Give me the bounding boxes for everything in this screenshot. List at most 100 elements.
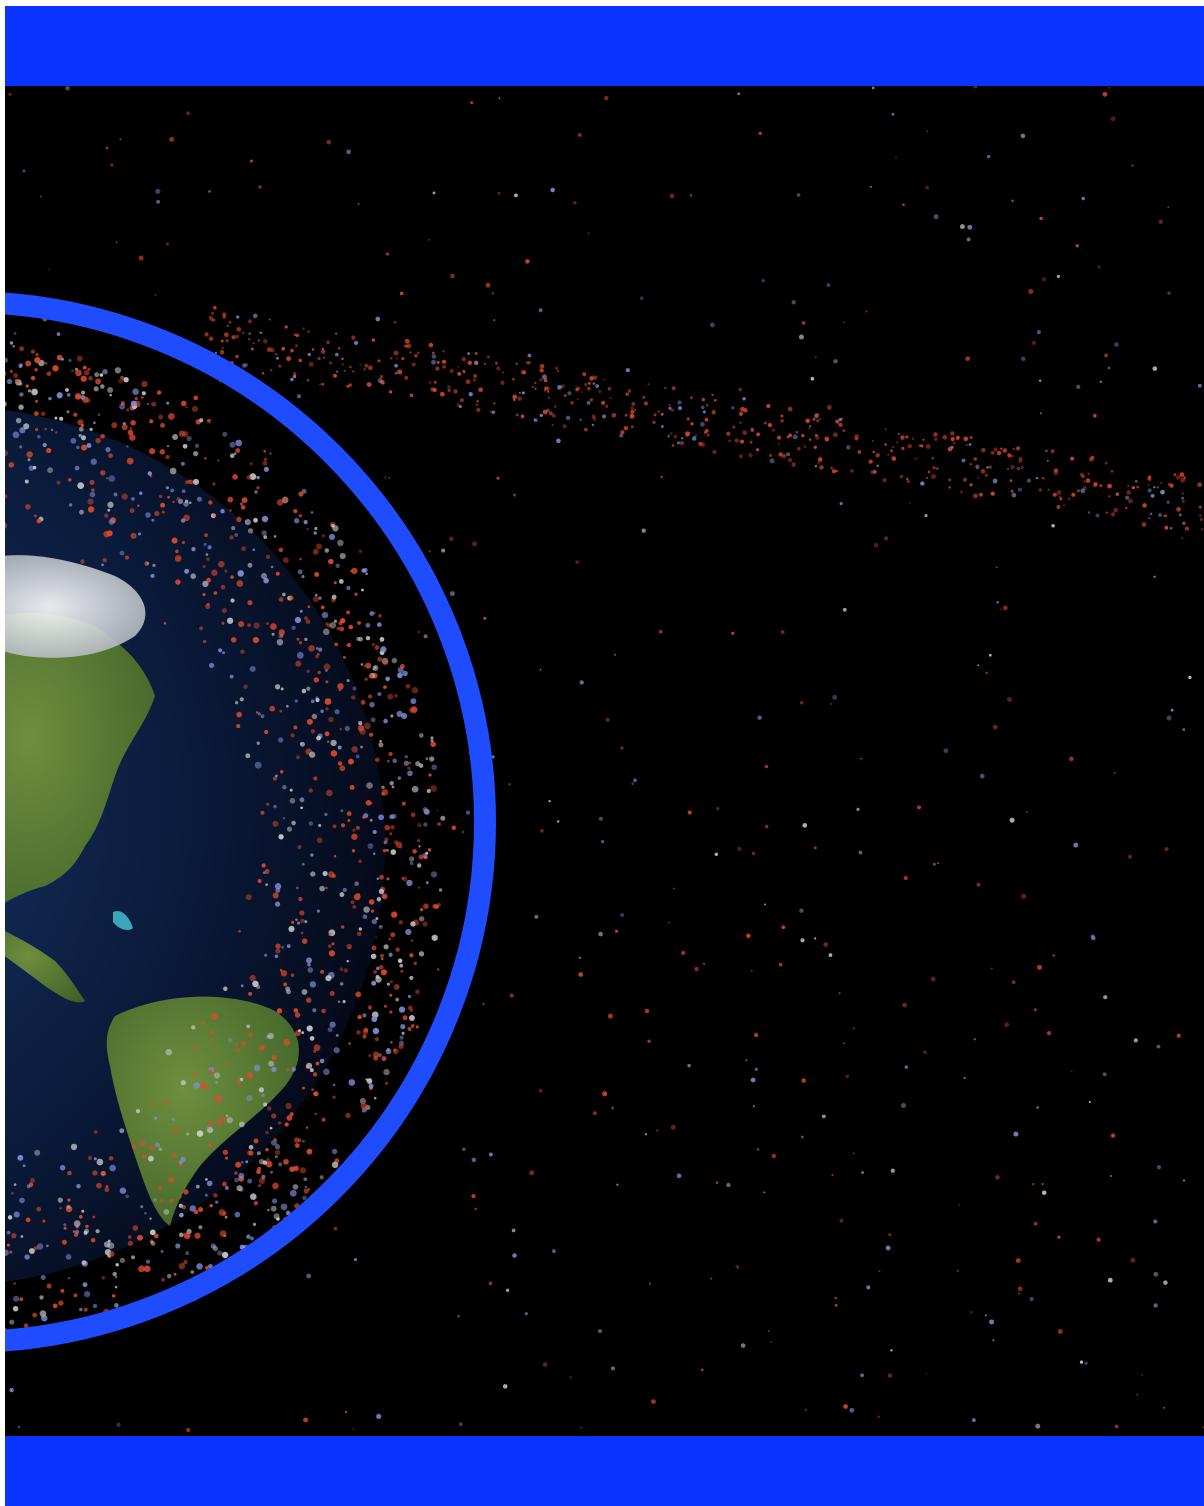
- debris-dot: [348, 624, 354, 630]
- debris-dot: [73, 412, 78, 417]
- debris-dot: [153, 1198, 157, 1202]
- belt-dot: [817, 457, 823, 462]
- debris-dot: [351, 746, 358, 753]
- debris-dot: [330, 750, 338, 757]
- star-dot: [838, 992, 841, 995]
- debris-dot: [111, 422, 118, 429]
- debris-dot: [320, 969, 325, 974]
- star-dot: [967, 224, 973, 230]
- belt-dot: [726, 431, 731, 436]
- belt-dot: [544, 386, 549, 391]
- belt-dot: [329, 361, 333, 365]
- debris-dot: [221, 651, 226, 655]
- belt-dot: [319, 383, 322, 386]
- debris-dot: [302, 1195, 307, 1201]
- debris-dot: [426, 881, 429, 884]
- debris-dot: [236, 724, 241, 729]
- belt-dot: [1197, 482, 1203, 488]
- debris-dot: [183, 1232, 190, 1239]
- debris-dot: [400, 969, 404, 973]
- debris-dot: [315, 647, 319, 650]
- belt-dot: [705, 404, 709, 407]
- belt-dot: [548, 411, 553, 416]
- debris-dot: [159, 494, 163, 499]
- debris-dot: [169, 467, 177, 475]
- belt-dot: [575, 388, 579, 392]
- debris-dot: [138, 1265, 145, 1273]
- star-dot: [22, 169, 26, 173]
- debris-dot: [190, 1270, 195, 1274]
- debris-dot: [353, 893, 361, 901]
- debris-dot: [119, 550, 125, 556]
- belt-dot: [467, 360, 473, 366]
- debris-dot: [307, 963, 311, 967]
- debris-dot: [362, 1013, 367, 1018]
- debris-dot: [181, 400, 187, 407]
- debris-dot: [76, 1183, 81, 1189]
- belt-dot: [835, 419, 840, 424]
- belt-dot: [495, 361, 498, 365]
- debris-dot: [364, 722, 371, 730]
- debris-dot: [408, 761, 412, 765]
- star-dot: [620, 913, 625, 918]
- debris-dot: [260, 810, 265, 815]
- star-dot: [925, 1372, 928, 1375]
- debris-dot: [329, 622, 337, 629]
- debris-dot: [210, 1030, 214, 1034]
- belt-dot: [1063, 504, 1065, 507]
- debris-dot: [233, 452, 237, 456]
- debris-dot: [331, 594, 337, 600]
- star-dot: [651, 1399, 656, 1404]
- debris-dot: [346, 960, 349, 963]
- star-dot: [513, 493, 517, 497]
- belt-dot: [680, 436, 684, 440]
- debris-dot: [184, 499, 189, 504]
- debris-dot: [181, 540, 186, 545]
- belt-dot: [899, 474, 904, 479]
- debris-dot: [19, 1197, 25, 1204]
- debris-dot: [57, 1197, 63, 1203]
- belt-dot: [461, 357, 466, 362]
- debris-dot: [83, 1307, 88, 1312]
- star-dot: [587, 232, 590, 235]
- star-dot: [750, 1077, 756, 1083]
- debris-dot: [389, 980, 393, 984]
- star-dot: [1081, 196, 1085, 201]
- star-dot: [1031, 340, 1036, 345]
- debris-dot: [377, 691, 382, 697]
- debris-dot: [178, 430, 186, 437]
- belt-dot: [1181, 499, 1185, 503]
- debris-dot: [234, 1177, 240, 1183]
- belt-dot: [326, 340, 330, 345]
- belt-dot: [211, 318, 216, 322]
- star-dot: [1056, 274, 1061, 279]
- debris-dot: [263, 457, 268, 461]
- star-dot: [383, 944, 389, 950]
- star-dot: [1128, 854, 1132, 859]
- star-dot: [804, 1408, 808, 1411]
- debris-dot: [180, 1156, 186, 1162]
- debris-dot: [278, 547, 284, 553]
- debris-dot: [332, 824, 337, 829]
- debris-dot: [220, 584, 226, 590]
- debris-dot: [318, 596, 322, 600]
- debris-dot: [6, 1243, 10, 1247]
- debris-dot: [310, 511, 314, 514]
- debris-dot: [328, 950, 335, 957]
- belt-dot: [359, 363, 362, 366]
- belt-dot: [739, 439, 745, 444]
- belt-dot: [364, 363, 369, 368]
- belt-dot: [712, 449, 717, 455]
- debris-dot: [39, 1295, 44, 1300]
- belt-dot: [1160, 489, 1165, 495]
- debris-dot: [70, 437, 77, 444]
- debris-dot: [333, 581, 337, 585]
- star-dot: [687, 1063, 691, 1068]
- debris-dot: [6, 1230, 11, 1235]
- star-dot: [869, 185, 872, 189]
- belt-dot: [1016, 446, 1021, 451]
- star-dot: [1017, 1286, 1023, 1292]
- belt-dot: [1136, 485, 1140, 489]
- belt-dot: [1147, 516, 1151, 520]
- belt-dot: [1201, 528, 1204, 531]
